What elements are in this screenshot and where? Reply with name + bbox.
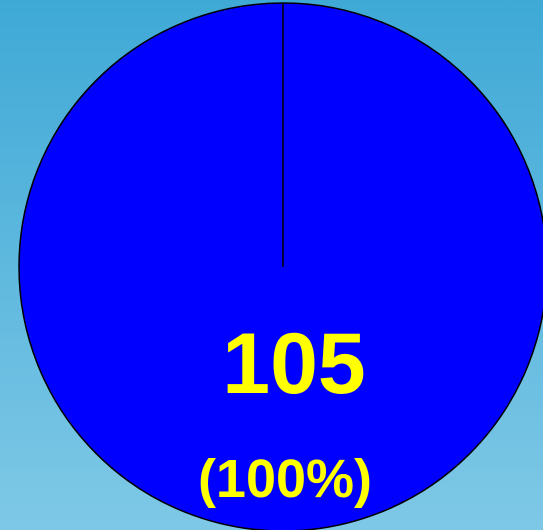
slice-value-label: 105 <box>222 316 366 412</box>
slice-percent-label: (100%) <box>198 449 372 509</box>
pie-labels: 105 (100%) <box>198 316 372 509</box>
pie-slices <box>18 2 543 530</box>
